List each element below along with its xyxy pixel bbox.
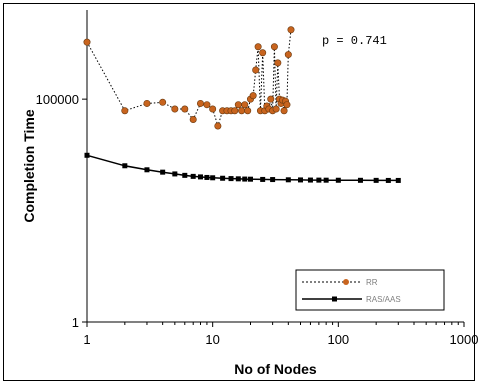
data-point-rr: [252, 66, 260, 74]
data-point-rr: [249, 92, 257, 100]
data-point-rr: [280, 107, 288, 115]
data-point-rr: [259, 49, 267, 57]
data-point-ras-aas: [210, 175, 216, 181]
legend-label: RAS/AAS: [366, 295, 401, 304]
x-tick-label: 10: [205, 332, 219, 347]
legend-label: RR: [366, 278, 378, 287]
data-point-ras-aas: [204, 174, 210, 180]
data-point-ras-aas: [323, 177, 329, 183]
data-point-rr: [244, 107, 252, 115]
data-point-rr: [171, 105, 179, 113]
correlation-annotation: p = 0.741: [322, 34, 387, 48]
data-point-rr: [83, 38, 91, 46]
data-point-rr: [181, 105, 189, 113]
data-point-ras-aas: [242, 176, 248, 182]
data-point-rr: [272, 105, 280, 113]
data-point-ras-aas: [357, 177, 363, 183]
data-point-rr: [231, 107, 239, 115]
data-point-ras-aas: [260, 176, 266, 182]
data-point-rr: [143, 99, 151, 107]
data-point-ras-aas: [316, 177, 322, 183]
data-point-ras-aas: [160, 169, 166, 175]
legend-marker: [332, 296, 337, 302]
data-point-rr: [254, 43, 262, 51]
data-point-rr: [196, 99, 204, 107]
data-point-ras-aas: [84, 152, 90, 158]
data-point-rr: [287, 26, 295, 34]
data-point-rr: [267, 95, 275, 103]
data-point-ras-aas: [228, 176, 234, 182]
data-point-rr: [203, 101, 211, 109]
data-point-rr: [274, 59, 282, 67]
data-point-rr: [270, 43, 278, 51]
data-point-ras-aas: [190, 173, 196, 179]
data-point-ras-aas: [298, 177, 304, 183]
data-point-rr: [283, 101, 291, 109]
data-point-ras-aas: [144, 167, 150, 173]
data-point-ras-aas: [182, 172, 188, 178]
data-point-ras-aas: [335, 177, 341, 183]
data-point-ras-aas: [307, 177, 313, 183]
data-point-ras-aas: [247, 176, 253, 182]
data-point-ras-aas: [395, 177, 401, 183]
data-point-ras-aas: [373, 177, 379, 183]
data-point-rr: [214, 122, 222, 130]
chart-frame: [3, 3, 475, 381]
y-tick-label: 100000: [36, 92, 79, 107]
x-axis-label: No of Nodes: [234, 361, 317, 377]
data-point-ras-aas: [197, 174, 203, 180]
x-tick-label: 1000: [450, 332, 479, 347]
data-point-ras-aas: [270, 177, 276, 183]
x-tick-label: 1: [83, 332, 90, 347]
data-point-ras-aas: [172, 171, 178, 177]
y-tick-label: 1: [72, 315, 79, 330]
data-point-ras-aas: [235, 176, 241, 182]
data-point-rr: [159, 98, 167, 106]
legend-box: [295, 269, 445, 311]
data-point-ras-aas: [122, 163, 128, 169]
data-point-rr: [238, 107, 246, 115]
data-point-ras-aas: [220, 175, 226, 181]
legend-marker: [343, 279, 349, 285]
data-point-rr: [234, 101, 242, 109]
x-tick-label: 100: [327, 332, 349, 347]
data-point-ras-aas: [285, 177, 291, 183]
data-point-rr: [284, 51, 292, 59]
data-point-rr: [241, 101, 249, 109]
data-point-rr: [189, 115, 197, 123]
data-point-rr: [121, 107, 129, 115]
y-axis-label: Completion Time: [21, 109, 37, 223]
data-point-rr: [209, 105, 217, 113]
data-point-ras-aas: [385, 177, 391, 183]
